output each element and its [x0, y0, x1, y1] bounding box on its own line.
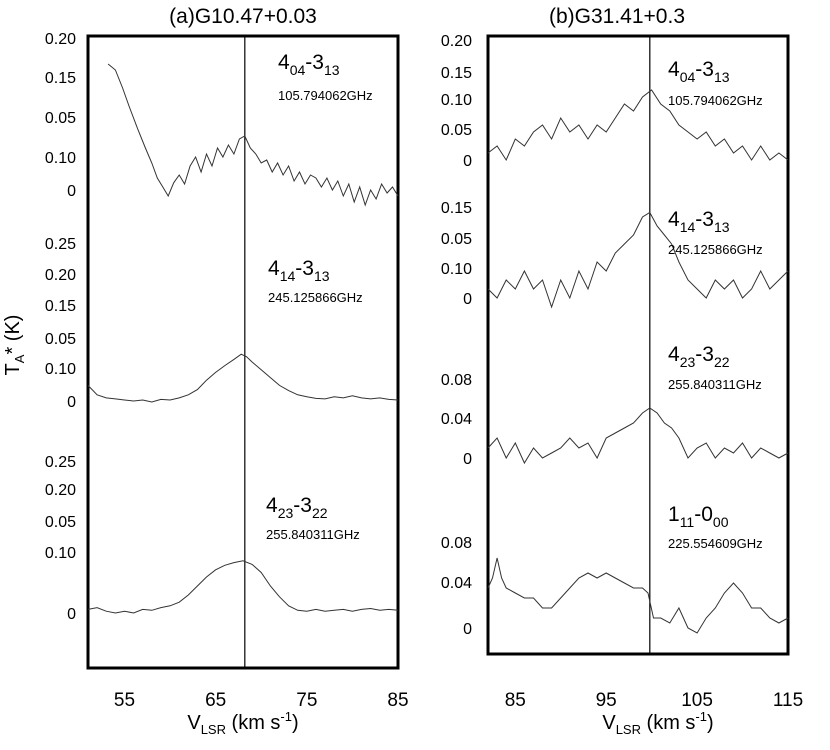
x-tick-label: 65: [205, 690, 226, 711]
frequency-label: 255.840311GHz: [668, 377, 762, 392]
y-tick-label: 0.10: [45, 545, 76, 562]
frequency-label: 105.794062GHz: [278, 88, 373, 103]
y-tick-label: 0: [67, 183, 76, 200]
x-tick-label: 75: [296, 690, 317, 711]
panel-a: (a)G10.47+0.03 0.20 0.15 0.05 0.10 0 404-313 1…: [45, 5, 409, 737]
y-axis-label: TA* (K): [2, 315, 27, 376]
x-tick-label: 115: [773, 690, 803, 711]
y-tick-label: 0.10: [45, 361, 76, 378]
y-tick-label: 0.10: [441, 261, 472, 278]
y-tick-label: 0: [463, 621, 472, 638]
spectrum-line-404-313: [107, 63, 399, 207]
x-tick-label: 55: [114, 690, 135, 711]
panel-a-marks: 0.20 0.15 0.05 0.10 0 404-313 105.794062GHz 0.2…: [45, 31, 399, 668]
y-tick-label: 0: [67, 606, 76, 623]
y-tick-label: 0.15: [45, 70, 76, 87]
y-tick-label: 0.05: [45, 331, 76, 348]
frequency-label: 245.125866GHz: [268, 290, 363, 305]
y-tick-label: 0.05: [45, 514, 76, 531]
transition-label: 404-313: [278, 51, 340, 78]
y-tick-label: 0.04: [441, 575, 472, 592]
transition-label: 111-000: [668, 503, 729, 530]
spectrum-line-111-000: [487, 557, 789, 634]
panel-b: (b)G31.41+0.3 0.20 0.15 0.10 0.05 0 404-313 10…: [441, 5, 803, 737]
panel-a-frame: [86, 34, 400, 670]
y-tick-label: 0.05: [441, 231, 472, 248]
y-tick-label: 0: [463, 451, 472, 468]
panel-b-x-axis-label: VLSR (km s-1): [602, 709, 713, 737]
y-tick-label: 0: [463, 291, 472, 308]
y-tick-label: 0.20: [45, 31, 76, 48]
spectrum-line-414-313: [87, 353, 399, 403]
transition-label: 414-313: [668, 208, 730, 235]
y-tick-label: 0.20: [45, 482, 76, 499]
transition-label: 423-322: [668, 343, 730, 370]
y-tick-label: 0.15: [45, 298, 76, 315]
y-tick-label: 0.04: [441, 411, 472, 428]
y-tick-label: 0.10: [441, 92, 472, 109]
y-tick-label: 0.25: [45, 236, 76, 253]
y-tick-label: 0.10: [45, 150, 76, 167]
frequency-label: 105.794062GHz: [668, 93, 763, 108]
y-tick-label: 0.20: [45, 267, 76, 284]
frequency-label: 255.840311GHz: [266, 527, 360, 542]
y-tick-label: 0.20: [441, 33, 472, 50]
y-tick-label: 0.08: [441, 535, 472, 552]
panel-a-x-ticks: 55 65 75 85: [114, 690, 409, 711]
y-tick-label: 0.25: [45, 454, 76, 471]
frequency-label: 225.554609GHz: [668, 536, 763, 551]
panel-a-x-axis-label: VLSR (km s-1): [187, 709, 298, 737]
y-tick-label: 0.08: [441, 372, 472, 389]
y-tick-label: 0.05: [45, 110, 76, 127]
transition-label: 404-313: [668, 58, 730, 85]
panel-b-title: (b)G31.41+0.3: [549, 5, 685, 28]
y-tick-label: 0.15: [441, 200, 472, 217]
x-tick-label: 95: [596, 690, 617, 711]
spectrum-line-404-313: [487, 89, 789, 162]
y-tick-label: 0: [67, 394, 76, 411]
x-tick-label: 85: [505, 690, 526, 711]
y-tick-label: 0.15: [441, 65, 472, 82]
spectrum-line-423-322: [487, 407, 789, 465]
x-tick-label: 85: [387, 690, 408, 711]
transition-label: 423-322: [266, 494, 328, 521]
spectrum-line-414-313: [487, 211, 789, 309]
y-tick-label: 0.05: [441, 122, 472, 139]
panel-b-x-ticks: 85 95 105 115: [505, 690, 803, 711]
transition-label: 414-313: [268, 257, 330, 284]
y-tick-label: 0: [463, 153, 472, 170]
panel-b-marks: 0.20 0.15 0.10 0.05 0 404-313 105.794062GHz 0.1…: [441, 33, 789, 654]
spectrum-line-423-322: [87, 560, 399, 614]
panel-b-frame: [486, 34, 790, 656]
panel-a-title: (a)G10.47+0.03: [169, 5, 317, 28]
frequency-label: 245.125866GHz: [668, 242, 763, 257]
x-tick-label: 105: [681, 690, 713, 711]
